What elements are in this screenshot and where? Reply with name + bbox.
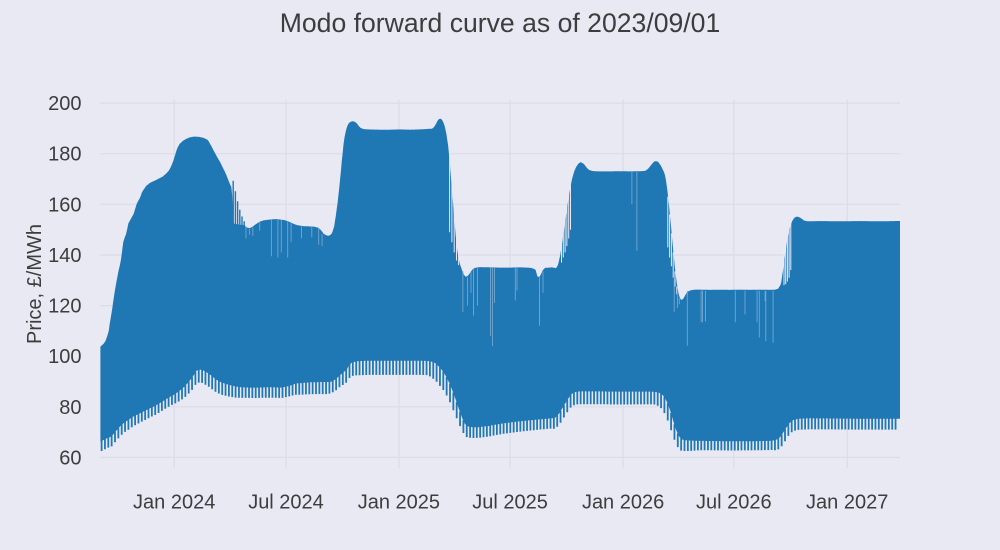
svg-text:Jul 2024: Jul 2024 [248,492,324,514]
svg-text:80: 80 [59,397,81,419]
svg-text:160: 160 [48,194,81,216]
svg-text:180: 180 [48,144,81,166]
svg-text:60: 60 [59,447,81,469]
svg-text:Price, £/MWh: Price, £/MWh [24,224,46,344]
svg-text:Jan 2027: Jan 2027 [806,492,888,514]
svg-text:Jan 2026: Jan 2026 [582,492,664,514]
svg-text:100: 100 [48,346,81,368]
svg-text:Jul 2026: Jul 2026 [696,492,772,514]
svg-text:Jul 2025: Jul 2025 [472,492,548,514]
svg-text:Jan 2025: Jan 2025 [358,492,440,514]
svg-text:140: 140 [48,245,81,267]
svg-text:120: 120 [48,296,81,318]
svg-text:Jan 2024: Jan 2024 [133,492,215,514]
svg-text:200: 200 [48,93,81,115]
svg-text:Modo forward curve as of 2023/: Modo forward curve as of 2023/09/01 [280,8,721,38]
